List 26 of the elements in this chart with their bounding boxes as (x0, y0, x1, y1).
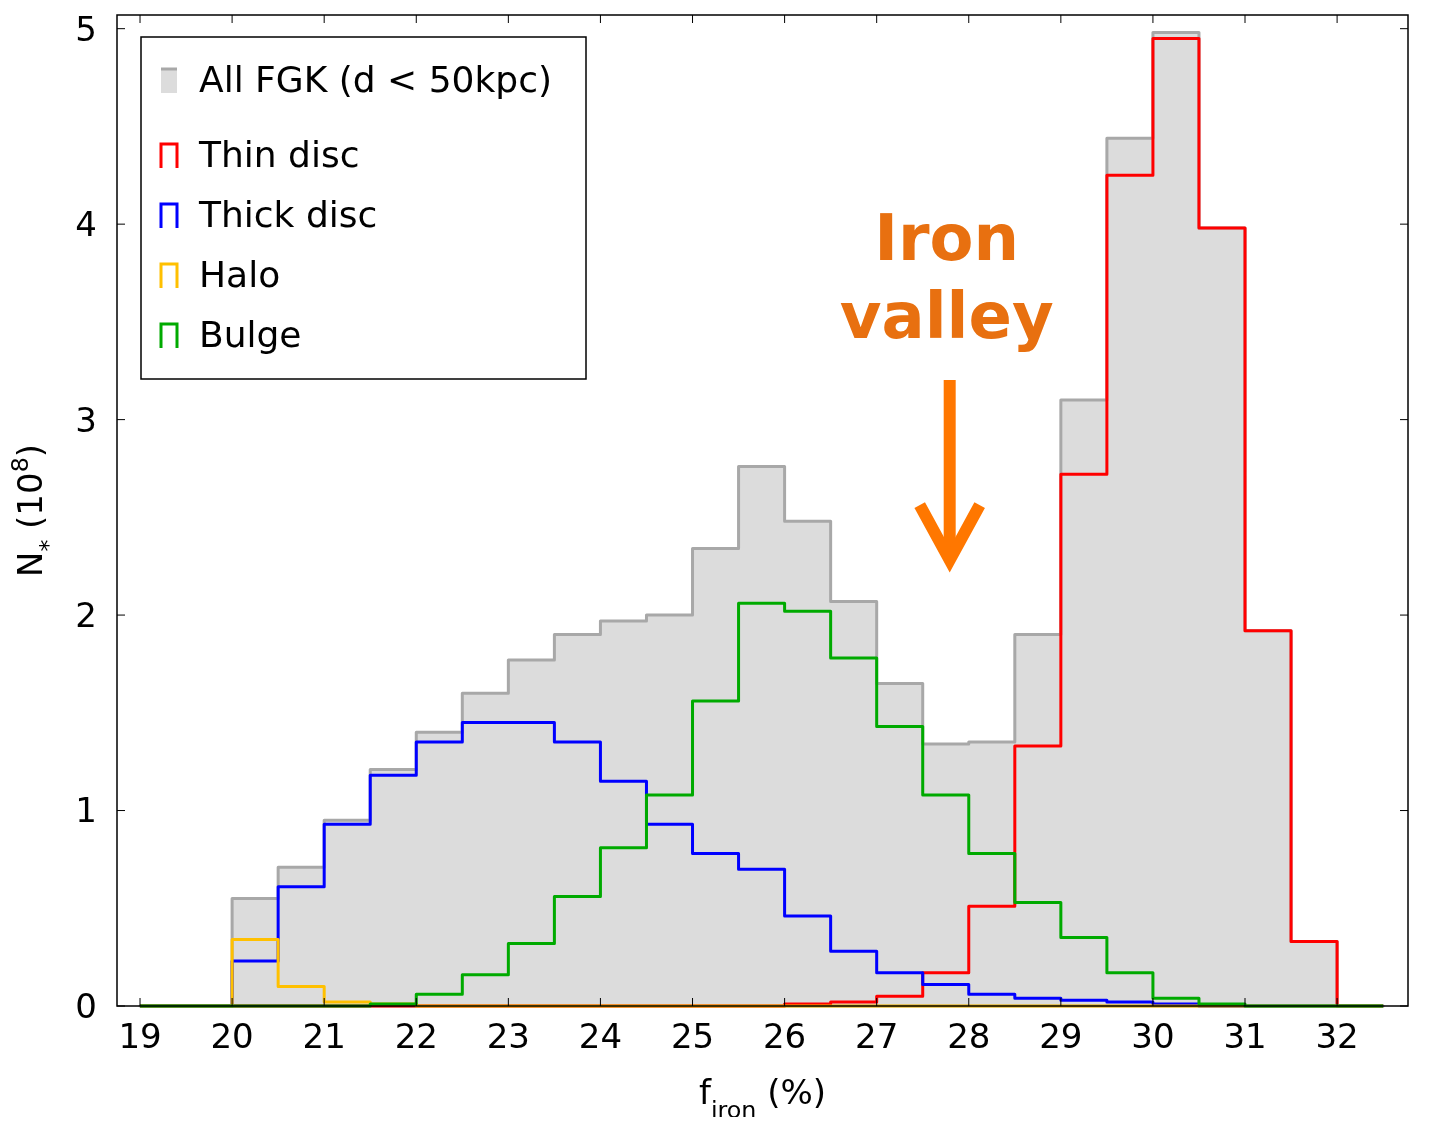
legend-label: All FGK (d < 50kpc) (199, 58, 553, 100)
x-tick-label: 22 (394, 1016, 438, 1056)
x-tick-label: 20 (210, 1016, 254, 1056)
x-tick-label: 21 (302, 1016, 346, 1056)
x-tick-label: 23 (486, 1016, 530, 1056)
x-tick-label: 32 (1315, 1016, 1359, 1056)
y-tick-label: 5 (75, 8, 97, 49)
x-tick-label: 31 (1223, 1016, 1267, 1056)
y-tick-label: 3 (75, 399, 97, 440)
y-tick-label: 2 (75, 594, 97, 635)
y-tick-label: 1 (75, 790, 97, 831)
x-tick-label: 27 (855, 1016, 899, 1056)
annotation: Iron valley (839, 201, 1054, 354)
x-tick-label: 19 (118, 1016, 162, 1056)
legend-label: Thin disc (198, 133, 360, 175)
x-tick-label: 30 (1131, 1016, 1175, 1056)
legend-label: Bulge (199, 313, 302, 355)
x-tick-label: 29 (1039, 1016, 1083, 1056)
legend-label: Thick disc (198, 193, 378, 235)
y-tick-label: 0 (75, 985, 97, 1026)
x-tick-label: 26 (762, 1016, 807, 1056)
legend-label: Halo (199, 253, 281, 295)
x-tick-label: 24 (578, 1016, 623, 1056)
x-tick-label: 28 (947, 1016, 991, 1056)
x-tick-label: 25 (670, 1016, 715, 1056)
y-tick-label: 4 (75, 204, 97, 245)
